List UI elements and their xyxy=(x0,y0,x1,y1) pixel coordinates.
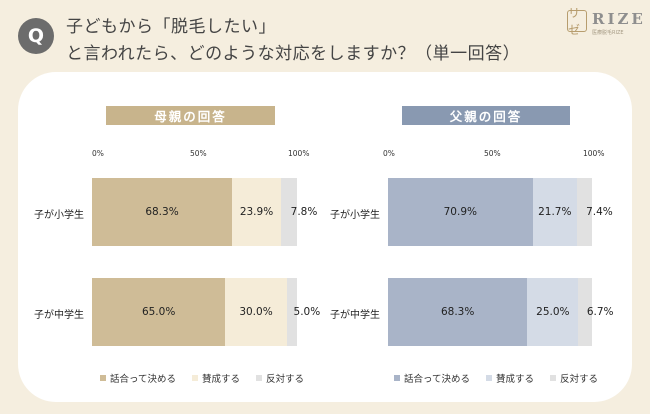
mother-legend-label-2: 反対する xyxy=(266,374,305,385)
father-legend-swatch-2 xyxy=(550,375,557,381)
mother-data-label-0-2: 7.8% xyxy=(290,206,318,218)
father-legend-item-2: 反対する xyxy=(550,371,598,385)
mother-category-label-0: 子が小学生 xyxy=(34,210,84,221)
mother-category-label-1: 子が中学生 xyxy=(34,310,84,321)
mother-bar-segment-0-2: 7.8% xyxy=(280,178,317,246)
mother-x-tick-1: 50% xyxy=(190,149,207,158)
father-x-tick-0: 0% xyxy=(383,149,395,158)
mother-legend-swatch-0 xyxy=(100,375,106,381)
mother-data-label-0-1: 23.9% xyxy=(239,206,274,218)
mother-legend-item-0: 話合って決める xyxy=(100,371,176,385)
father-legend-item-1: 賛成する xyxy=(486,371,534,385)
mother-x-tick-2: 100% xyxy=(288,149,310,158)
question-title-line1: 子どもから「脱毛したい」 xyxy=(66,17,276,37)
father-data-label-1-0: 68.3% xyxy=(440,306,475,318)
mother-bar-segment-1-0: 65.0% xyxy=(92,278,226,346)
mother-bar-segment-0-1: 23.9% xyxy=(232,178,281,246)
father-bar-segment-1-2: 6.7% xyxy=(578,278,614,346)
father-bar-segment-0-2: 7.4% xyxy=(576,178,613,246)
mother-data-label-0-0: 68.3% xyxy=(145,206,179,218)
mother-x-tick-0: 0% xyxy=(92,149,104,158)
mother-legend-label-0: 話合って決める xyxy=(110,374,177,385)
father-legend-swatch-1 xyxy=(486,375,493,381)
father-category-label-0: 子が小学生 xyxy=(330,210,380,221)
father-panel-title: 父親の回答 xyxy=(402,106,570,125)
father-data-label-0-2: 7.4% xyxy=(586,206,613,218)
father-bar-row-0: 70.9% 21.7% 7.4% xyxy=(388,178,613,246)
mother-legend-label-1: 賛成する xyxy=(202,374,241,385)
father-data-label-0-0: 70.9% xyxy=(443,206,477,218)
father-data-label-0-1: 21.7% xyxy=(538,206,572,218)
mother-panel-title: 母親の回答 xyxy=(106,106,275,125)
mother-legend-swatch-1 xyxy=(192,375,199,381)
father-legend-label-1: 賛成する xyxy=(496,374,535,385)
father-bar-segment-0-1: 21.7% xyxy=(532,178,577,246)
father-data-label-1-2: 6.7% xyxy=(586,306,614,318)
father-legend-label-2: 反対する xyxy=(560,374,599,385)
mother-bar-segment-1-2: 5.0% xyxy=(286,278,320,346)
mother-legend: 話合って決める 賛成する 反対する xyxy=(100,371,320,385)
father-legend: 話合って決める 賛成する 反対する xyxy=(394,371,614,385)
mother-bar-segment-0-0: 68.3% xyxy=(92,178,232,246)
mother-data-label-1-1: 30.0% xyxy=(239,306,273,318)
mother-data-label-1-0: 65.0% xyxy=(141,306,176,318)
father-bar-segment-0-0: 70.9% xyxy=(388,178,533,246)
father-legend-swatch-0 xyxy=(394,375,400,381)
father-legend-label-0: 話合って決める xyxy=(404,374,471,385)
father-bar-segment-1-1: 25.0% xyxy=(527,278,579,346)
father-category-label-1: 子が中学生 xyxy=(330,310,380,321)
mother-legend-item-2: 反対する xyxy=(256,371,304,385)
mother-bar-segment-1-1: 30.0% xyxy=(225,278,287,346)
mother-legend-item-1: 賛成する xyxy=(192,371,240,385)
logo-subtext: 医療脱毛RIZE xyxy=(592,30,624,36)
logo-mark: リゼ xyxy=(567,6,587,37)
father-x-tick-1: 50% xyxy=(484,149,501,158)
mother-legend-swatch-2 xyxy=(256,375,263,381)
mother-data-label-1-2: 5.0% xyxy=(293,306,321,318)
father-legend-item-0: 話合って決める xyxy=(394,371,470,385)
mother-bar-row-0: 68.3% 23.9% 7.8% xyxy=(92,178,317,246)
question-badge: Q xyxy=(18,18,54,54)
father-bar-row-1: 68.3% 25.0% 6.7% xyxy=(388,278,614,346)
logo-wordmark: RIZE xyxy=(592,10,646,28)
mother-bar-row-1: 65.0% 30.0% 5.0% xyxy=(92,278,320,346)
father-x-tick-2: 100% xyxy=(583,149,605,158)
question-title-line2: と言われたら、どのような対応をしますか？（単一回答） xyxy=(66,44,521,64)
father-data-label-1-1: 25.0% xyxy=(536,306,570,318)
father-bar-segment-1-0: 68.3% xyxy=(388,278,528,346)
